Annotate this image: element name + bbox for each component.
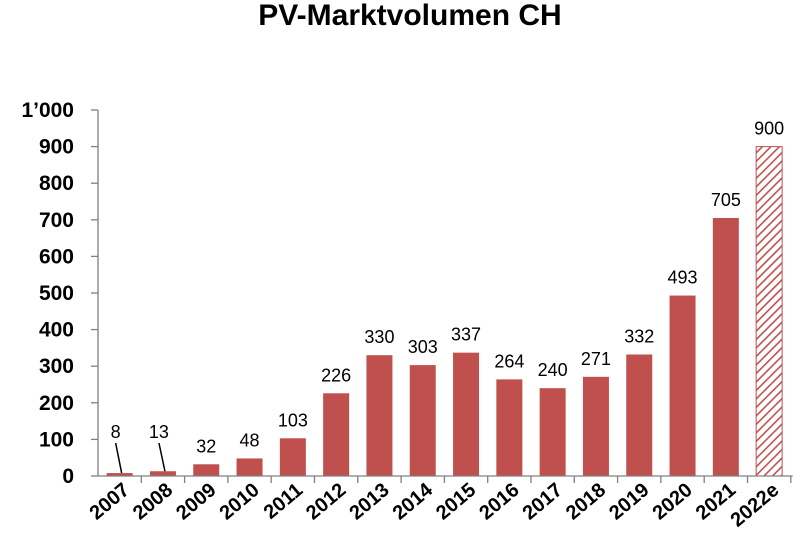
- bar-2012: [323, 393, 350, 476]
- y-tick-label: 0: [62, 465, 74, 488]
- data-label-2022e: 900: [754, 119, 784, 139]
- data-label-2019: 332: [624, 326, 654, 346]
- y-tick-label: 100: [39, 428, 74, 451]
- y-axis: 0 100 200 300 400 500 600 700 800 900 1’000: [21, 99, 99, 488]
- data-label-2021: 705: [711, 190, 741, 210]
- data-label-2010: 48: [240, 430, 260, 450]
- bar-2010: [236, 458, 263, 476]
- x-tick-label-2008: 2008: [129, 479, 177, 524]
- data-labels: 8 13 32 48 103 226 330 303 337 264 240 271 332 493 705…: [111, 119, 784, 474]
- y-tick-label: 300: [39, 355, 74, 378]
- bar-2017: [539, 388, 566, 476]
- x-tick-label-2019: 2019: [605, 479, 653, 524]
- bar-2020: [669, 295, 696, 476]
- y-tick-label: 200: [39, 392, 74, 415]
- data-label-2011: 103: [278, 410, 308, 430]
- x-tick-label-2014: 2014: [389, 478, 438, 524]
- bar-2022e: [755, 146, 783, 477]
- data-label-2014: 303: [408, 337, 438, 357]
- label-leader-line: [114, 442, 123, 474]
- y-tick-label: 900: [39, 136, 74, 159]
- x-tick-label-2016: 2016: [475, 479, 523, 524]
- x-tick-label-2015: 2015: [432, 479, 480, 524]
- x-tick-label-2020: 2020: [649, 479, 697, 524]
- y-tick-label: 700: [39, 209, 74, 232]
- bar-2009: [193, 464, 220, 476]
- x-tick-label-2017: 2017: [519, 479, 567, 524]
- x-tick-label-2013: 2013: [345, 479, 393, 524]
- bar-2016: [496, 379, 523, 476]
- y-tick-label: 800: [39, 172, 74, 195]
- y-tick-label: 400: [39, 319, 74, 342]
- bar-2021: [712, 217, 739, 476]
- x-tick-label-2007: 2007: [86, 479, 134, 524]
- y-tick-label: 1’000: [21, 99, 74, 122]
- x-tick-label-2022e: 2022e: [727, 479, 784, 532]
- x-tick-label-2018: 2018: [562, 479, 610, 524]
- data-label-2017: 240: [538, 360, 568, 380]
- bar-2014: [409, 365, 436, 476]
- data-label-2020: 493: [668, 268, 698, 288]
- data-label-2009: 32: [196, 436, 216, 456]
- data-label-2012: 226: [321, 365, 351, 385]
- y-tick-label: 500: [39, 282, 74, 305]
- data-label-2008: 13: [149, 422, 169, 442]
- x-tick-label-2011: 2011: [260, 479, 307, 524]
- y-tick-label: 600: [39, 245, 74, 268]
- data-label-2007: 8: [111, 422, 121, 442]
- x-tick-label-2012: 2012: [302, 479, 350, 524]
- bar-2015: [453, 352, 480, 476]
- data-label-2018: 271: [581, 349, 611, 369]
- x-axis: 2007200820092010201120122013201420152016…: [86, 475, 793, 532]
- chart-title: PV-Marktvolumen CH: [258, 0, 561, 32]
- bar-2007: [106, 473, 133, 476]
- bar-2011: [279, 438, 306, 476]
- data-label-2016: 264: [494, 351, 524, 371]
- bar-2013: [366, 355, 393, 476]
- x-tick-label-2009: 2009: [172, 479, 220, 524]
- bar-2019: [626, 354, 653, 476]
- bar-2018: [582, 376, 609, 476]
- label-leader-line: [158, 442, 166, 472]
- bar-2008: [149, 471, 176, 476]
- data-label-2013: 330: [364, 327, 394, 347]
- x-tick-label-2010: 2010: [216, 479, 264, 524]
- data-label-2015: 337: [451, 325, 481, 345]
- bars: [106, 146, 783, 477]
